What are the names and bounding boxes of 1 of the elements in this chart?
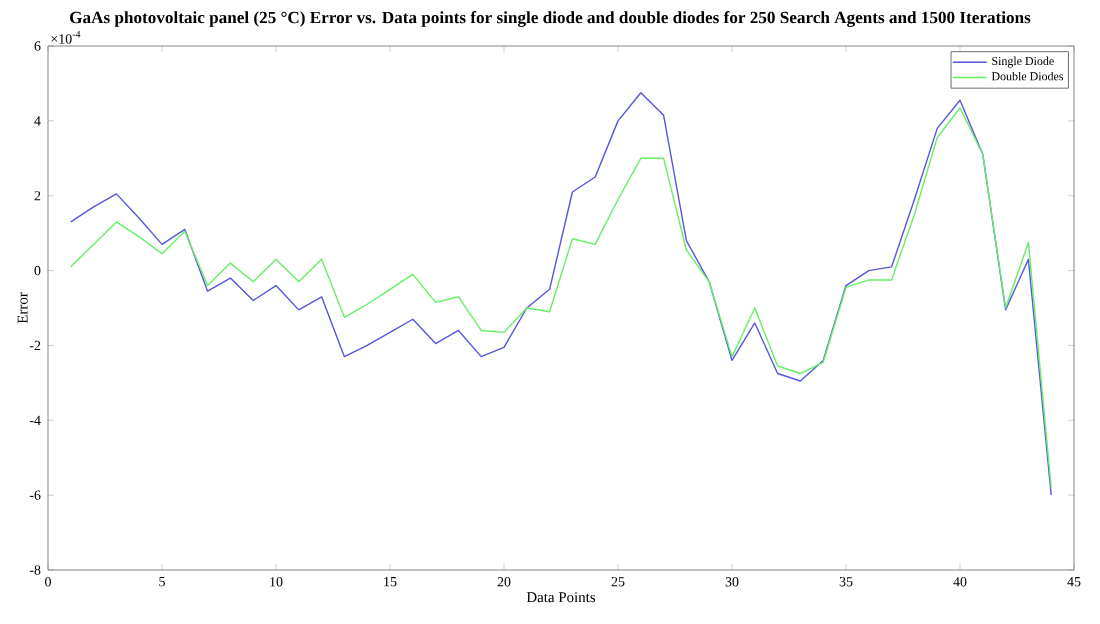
chart-title: GaAs photovoltaic panel (25 °C) Error vs. Data points for single diode and double diodes for 250 Search Agents and 1500 Iterations (70, 11, 1031, 27)
